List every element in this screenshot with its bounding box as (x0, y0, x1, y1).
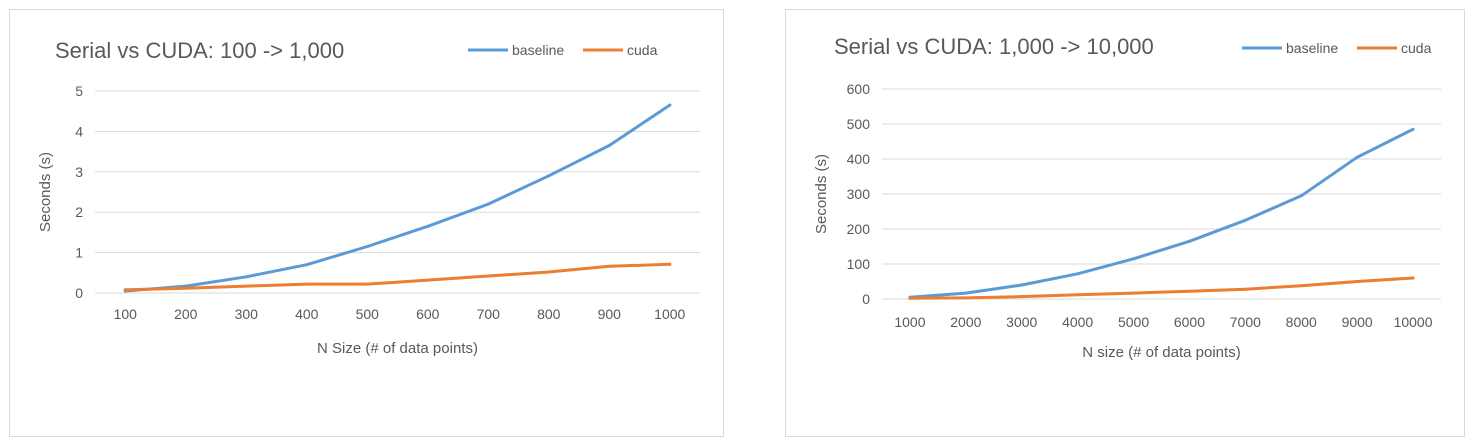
chart-1-x-tick-label: 200 (174, 306, 198, 322)
chart-2-x-tick-label: 8000 (1286, 314, 1317, 330)
chart-1-data-point-baseline (486, 202, 490, 206)
chart-2-data-point-baseline (1076, 272, 1080, 276)
chart-2-data-point-cuda (1299, 284, 1303, 288)
chart-1-data-point-cuda (123, 288, 127, 292)
chart-2-y-tick-label: 0 (862, 291, 870, 307)
chart-1-series-line-baseline (123, 103, 672, 293)
chart-1-y-tick-label: 5 (75, 83, 83, 99)
chart-2-data-point-baseline (1243, 218, 1247, 222)
chart-2-data-point-cuda (908, 296, 912, 300)
chart-2-y-axis-label: Seconds (s) (813, 154, 830, 234)
chart-2-svg: Serial vs CUDA: 1,000 -> 10,000 0 100 200 30… (813, 34, 1441, 361)
chart-2-data-point-cuda (1355, 280, 1359, 283)
chart-2-data-point-baseline (964, 291, 968, 295)
chart-2-data-point-cuda (1411, 276, 1415, 280)
chart-1-legend-label-cuda: cuda (627, 42, 658, 58)
chart-1-data-point-baseline (426, 224, 430, 228)
chart-1-x-tick-label: 100 (114, 306, 138, 322)
chart-1-title: Serial vs CUDA: 100 -> 1,000 (55, 38, 344, 63)
chart-1-x-axis-label: N Size (# of data points) (317, 340, 478, 357)
chart-2-data-point-cuda (1187, 289, 1191, 293)
chart-1-svg: Serial vs CUDA: 100 -> 1,000 0 1 2 3 4 5 100 200… (37, 38, 700, 357)
chart-1-legend-label-baseline: baseline (512, 42, 564, 58)
chart-2-y-tick-label: 400 (847, 151, 871, 167)
chart-1-data-point-baseline (365, 245, 369, 249)
chart-2-x-axis-label: N size (# of data points) (1082, 344, 1240, 361)
chart-2-x-tick-label: 9000 (1342, 314, 1373, 330)
chart-1-data-point-cuda (607, 264, 611, 268)
chart-2-series-line-baseline (908, 127, 1415, 299)
chart-1-data-point-cuda (184, 286, 188, 290)
chart-2-data-point-baseline (1411, 127, 1415, 131)
chart-2-data-point-baseline (1020, 283, 1024, 287)
chart-2-data-point-baseline (1299, 194, 1303, 198)
chart-1-series-line-cuda (123, 262, 672, 292)
chart-2-x-tick-label: 2000 (950, 314, 981, 330)
chart-2-data-point-baseline (1132, 257, 1136, 261)
chart-2-x-tick-label: 3000 (1006, 314, 1037, 330)
chart-2-legend-label-cuda: cuda (1401, 40, 1432, 56)
chart-1-x-tick-label: 400 (295, 306, 319, 322)
chart-1-y-tick-label: 0 (75, 285, 83, 301)
chart-2-x-tick-label: 5000 (1118, 314, 1149, 330)
chart-2-data-point-cuda (1132, 291, 1136, 295)
chart-1-x-tick-label: 500 (356, 306, 380, 322)
chart-1-data-point-cuda (486, 274, 490, 278)
chart-2-series-line-cuda (908, 276, 1415, 300)
chart-panel-2: Serial vs CUDA: 1,000 -> 10,000 0 100 200 30… (785, 9, 1465, 437)
chart-1-data-point-cuda (365, 282, 369, 286)
chart-2-y-tick-label: 300 (847, 186, 871, 202)
chart-1-x-tick-label: 300 (235, 306, 259, 322)
chart-2-y-tick-label: 600 (847, 81, 871, 97)
chart-1-x-tick-label: 900 (598, 306, 622, 322)
chart-panel-1: Serial vs CUDA: 100 -> 1,000 0 1 2 3 4 5 100 200… (9, 9, 724, 437)
chart-2-y-tick-label: 200 (847, 221, 871, 237)
chart-2-x-tick-label: 6000 (1174, 314, 1205, 330)
chart-2-x-tick-label: 7000 (1230, 314, 1261, 330)
chart-1-y-tick-label: 3 (75, 164, 83, 180)
chart-2-data-point-cuda (1020, 295, 1024, 299)
chart-1-data-point-cuda (668, 262, 672, 266)
chart-1-data-point-baseline (668, 103, 672, 107)
chart-2-data-point-baseline (1187, 239, 1191, 243)
chart-1-y-axis-label: Seconds (s) (37, 152, 54, 232)
chart-1-y-tick-label: 1 (75, 245, 83, 261)
chart-1-data-point-cuda (547, 270, 551, 274)
chart-2-data-point-cuda (964, 296, 968, 300)
chart-2-data-point-cuda (1076, 293, 1080, 297)
chart-2-x-tick-label: 1000 (894, 314, 925, 330)
chart-1-data-point-cuda (244, 284, 248, 288)
chart-1-y-tick-label: 2 (75, 204, 83, 220)
chart-2-y-tick-label: 500 (847, 116, 871, 132)
chart-1-x-tick-label: 600 (416, 306, 440, 322)
chart-1-x-tick-label: 700 (477, 306, 501, 322)
chart-1-data-point-cuda (305, 282, 309, 286)
chart-1-data-point-cuda (426, 278, 430, 282)
chart-1-data-point-baseline (607, 144, 611, 148)
chart-1-data-point-baseline (305, 263, 309, 267)
chart-1-y-tick-label: 4 (75, 123, 83, 139)
chart-2-x-tick-label: 4000 (1062, 314, 1093, 330)
chart-1-x-tick-label: 1000 (654, 306, 685, 322)
chart-2-data-point-baseline (1355, 155, 1359, 159)
chart-1-data-point-baseline (244, 275, 248, 279)
chart-2-legend-label-baseline: baseline (1286, 40, 1338, 56)
chart-2-y-tick-label: 100 (847, 256, 871, 272)
chart-2-title: Serial vs CUDA: 1,000 -> 10,000 (834, 34, 1154, 59)
chart-2-x-tick-label: 10000 (1394, 314, 1433, 330)
chart-2-data-point-cuda (1243, 287, 1247, 291)
chart-1-x-tick-label: 800 (537, 306, 561, 322)
chart-1-data-point-baseline (547, 174, 551, 178)
